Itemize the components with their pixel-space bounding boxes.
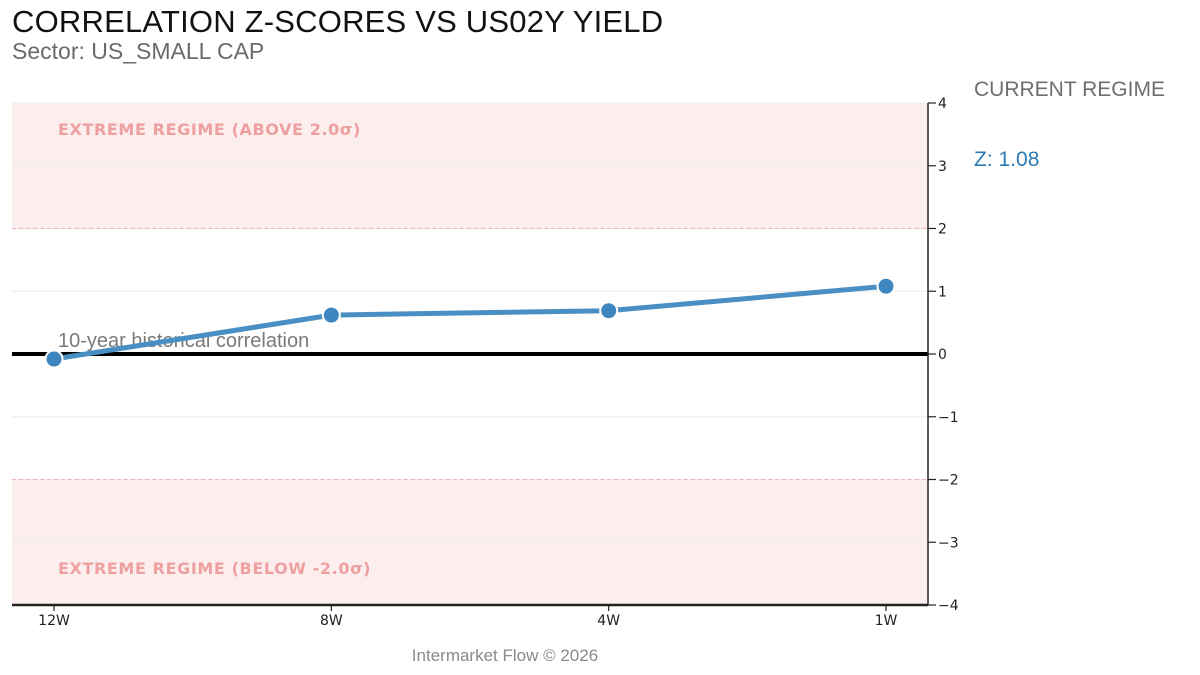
x-tick-label: 1W [875,613,898,629]
extreme-band-label: EXTREME REGIME (BELOW -2.0σ) [58,559,371,578]
x-tick-label: 12W [38,613,70,629]
y-tick-label: 2 [938,222,947,238]
x-tick-label: 4W [597,613,620,629]
data-point [876,276,896,296]
current-z-score: Z: 1.08 [974,148,1040,171]
y-tick-label: −4 [938,598,959,614]
y-tick-label: −2 [938,473,959,489]
chart-title: CORRELATION Z-SCORES VS US02Y YIELD [12,4,664,39]
y-tick-label: 0 [938,347,947,363]
x-tick-label: 8W [320,613,343,629]
extreme-band-label: EXTREME REGIME (ABOVE 2.0σ) [58,120,361,139]
data-point [599,301,619,321]
y-tick-label: −1 [938,410,959,426]
data-point [321,305,341,325]
y-tick-label: 4 [938,96,947,112]
data-point [44,349,64,369]
chart-subtitle: Sector: US_SMALL CAP [12,38,265,64]
y-tick-label: 3 [938,159,947,175]
footer-credit: Intermarket Flow © 2026 [411,646,599,665]
y-tick-label: −3 [938,535,959,551]
y-tick-label: 1 [938,284,947,300]
series-line [51,283,889,362]
current-regime-heading: CURRENT REGIME [974,78,1165,101]
